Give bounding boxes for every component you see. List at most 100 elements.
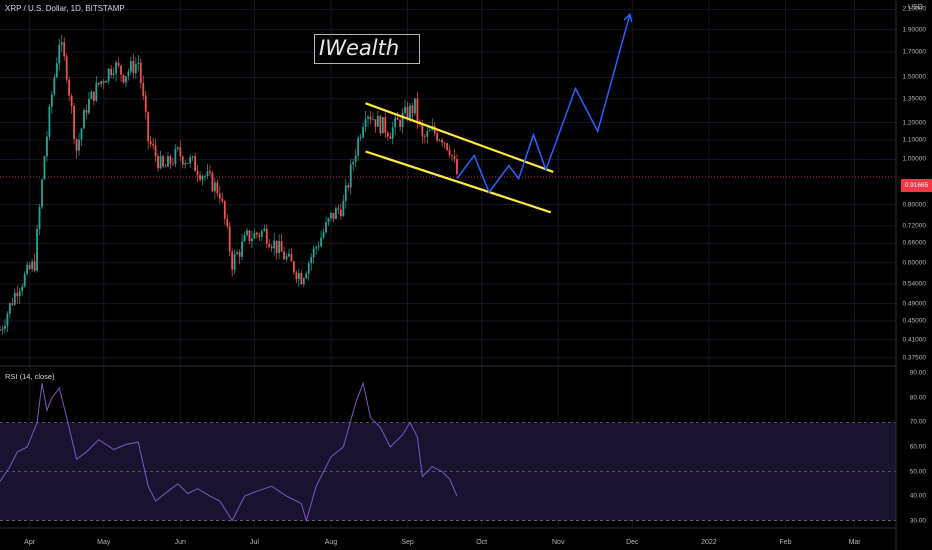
candle-body xyxy=(115,62,117,74)
candle-body xyxy=(139,62,142,83)
candle-body xyxy=(107,68,110,82)
candle-body xyxy=(134,64,137,74)
candle-body xyxy=(36,229,38,271)
candle-body xyxy=(132,61,135,74)
candle-body xyxy=(221,198,224,202)
candle-body xyxy=(228,226,231,252)
candle-body xyxy=(396,117,399,121)
candle-body xyxy=(236,252,239,255)
candle-body xyxy=(377,115,379,127)
candle-body xyxy=(401,112,404,128)
candle-body xyxy=(231,251,234,270)
candle-body xyxy=(364,118,367,128)
candle-body xyxy=(275,240,278,253)
candle-body xyxy=(184,163,187,165)
candle-body xyxy=(423,136,426,138)
rsi-axis-label: 40.00 xyxy=(909,492,926,500)
candle-body xyxy=(68,79,71,96)
time-axis-label: May xyxy=(97,539,111,546)
time-axis-label: Feb xyxy=(779,539,792,546)
candle-body xyxy=(199,175,201,180)
candle-body xyxy=(414,98,416,114)
channel-upper-line[interactable] xyxy=(365,102,554,173)
candle-body xyxy=(399,120,402,128)
candle-body xyxy=(456,159,458,175)
candle-body xyxy=(16,292,19,297)
price-axis-label: 1.00000 xyxy=(902,155,927,163)
candle-body xyxy=(63,42,66,57)
candle-body xyxy=(436,133,439,141)
candle-body xyxy=(233,254,236,270)
candle-body xyxy=(211,172,214,192)
candle-body xyxy=(394,117,397,128)
currency-label: USD xyxy=(908,4,923,11)
candle-body xyxy=(181,156,184,165)
candle-body xyxy=(102,81,105,83)
candle-body xyxy=(238,252,241,257)
candle-body xyxy=(268,243,271,247)
candle-body xyxy=(337,208,340,210)
candle-body xyxy=(453,156,456,160)
candle-body xyxy=(243,235,246,242)
rsi-axis-label: 80.00 xyxy=(909,394,926,402)
candle-body xyxy=(349,164,352,188)
iwealth-watermark: IWealth xyxy=(314,34,420,64)
candle-body xyxy=(120,65,122,75)
candle-body xyxy=(293,261,295,273)
price-axis-label: 1.90000 xyxy=(902,26,927,34)
candle-body xyxy=(55,63,58,78)
price-axis-label: 1.50000 xyxy=(902,73,927,81)
candle-body xyxy=(451,155,453,157)
candle-body xyxy=(290,253,293,262)
candle-body xyxy=(191,156,194,158)
candle-body xyxy=(305,273,308,279)
candle-body xyxy=(411,105,414,114)
candle-body xyxy=(189,157,192,164)
candle-body xyxy=(216,182,219,194)
candle-body xyxy=(213,182,216,192)
candle-body xyxy=(43,156,46,180)
price-axis-label: 0.37500 xyxy=(902,354,927,362)
candle-body xyxy=(270,246,273,249)
candle-body xyxy=(312,248,315,258)
candle-body xyxy=(280,240,283,252)
channel-lower-line[interactable] xyxy=(365,150,552,214)
candle-body xyxy=(374,119,377,127)
candle-body xyxy=(315,247,318,249)
candle-body xyxy=(11,303,14,305)
candle-body xyxy=(406,106,409,120)
candle-body xyxy=(169,156,172,164)
price-axis-label: 0.49000 xyxy=(902,300,927,308)
price-axis-label: 0.41000 xyxy=(902,336,927,344)
candle-body xyxy=(127,71,130,77)
candle-body xyxy=(352,162,355,165)
candle-body xyxy=(362,127,364,138)
candle-body xyxy=(90,91,93,100)
price-axis-label: 1.10000 xyxy=(902,136,927,144)
candle-body xyxy=(85,110,88,113)
candle-body xyxy=(154,145,157,156)
candle-body xyxy=(152,144,155,146)
candle-body xyxy=(330,212,332,219)
projection-path[interactable] xyxy=(456,14,631,194)
candle-body xyxy=(265,228,268,244)
candle-body xyxy=(389,136,392,139)
candle-body xyxy=(6,313,9,326)
candle-body xyxy=(157,155,159,169)
rsi-reference-lines xyxy=(0,422,896,521)
candle-body xyxy=(367,116,369,119)
candle-body xyxy=(273,240,276,249)
candle-body xyxy=(28,264,31,270)
candle-body xyxy=(167,156,169,167)
candle-body xyxy=(95,82,98,101)
candle-body xyxy=(137,62,140,65)
candle-body xyxy=(60,42,63,45)
candle-body xyxy=(218,193,221,199)
candle-body xyxy=(23,273,26,287)
candle-body xyxy=(144,95,147,112)
candle-body xyxy=(83,110,85,129)
candle-body xyxy=(53,77,56,95)
candle-body xyxy=(38,207,41,230)
time-axis-label: Dec xyxy=(626,539,639,546)
